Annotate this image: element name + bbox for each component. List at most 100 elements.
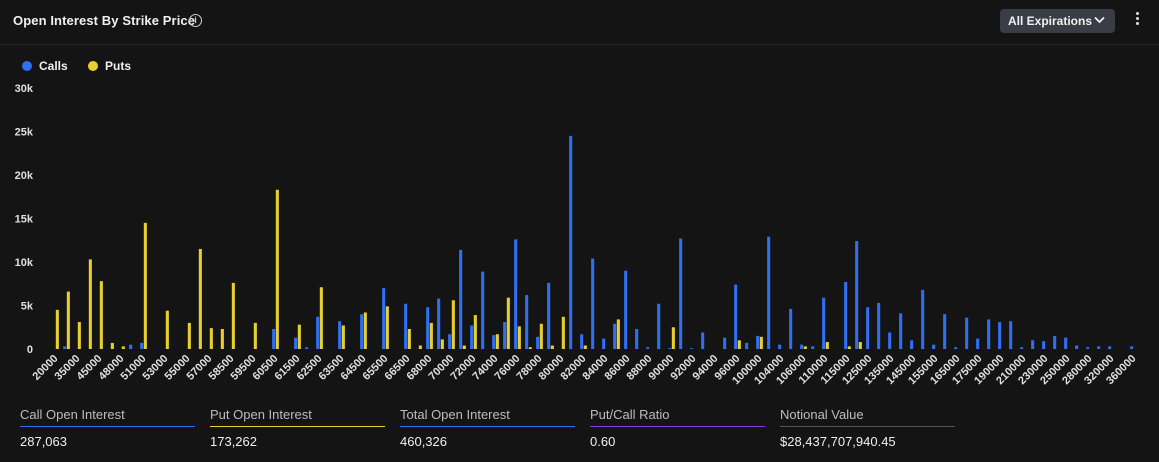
calls-bar xyxy=(547,282,551,349)
panel-title: Open Interest By Strike Price xyxy=(13,13,196,28)
calls-bar xyxy=(404,303,408,349)
y-tick-label: 10k xyxy=(15,257,34,269)
expiration-filter-button[interactable]: All Expirations xyxy=(1000,9,1115,33)
calls-bar xyxy=(1020,347,1024,349)
calls-bar xyxy=(701,332,705,349)
calls-bar xyxy=(976,338,980,349)
puts-bar xyxy=(825,342,829,349)
puts-bar xyxy=(231,282,235,349)
calls-bar xyxy=(580,334,584,349)
calls-bar xyxy=(305,347,309,349)
puts-bar xyxy=(121,346,125,349)
puts-bar xyxy=(671,327,675,349)
calls-bar xyxy=(789,308,793,349)
calls-bar xyxy=(723,337,727,349)
stat-put-call-ratio: Put/Call Ratio 0.60 xyxy=(590,407,765,449)
calls-bar xyxy=(1130,346,1134,349)
calls-bar xyxy=(668,348,672,349)
open-interest-chart: 05k10k15k20k25k30k2000035000450004800051… xyxy=(15,83,1139,387)
puts-bar xyxy=(506,297,510,349)
calls-bar xyxy=(635,328,639,349)
calls-bar xyxy=(1097,346,1101,349)
y-tick-label: 0 xyxy=(27,344,33,356)
puts-bar xyxy=(803,346,807,349)
stat-value: $28,437,707,940.45 xyxy=(780,434,896,449)
stat-label: Call Open Interest xyxy=(20,407,125,422)
calls-bar xyxy=(1064,337,1068,349)
puts-bar xyxy=(616,319,620,349)
calls-bar xyxy=(866,307,870,349)
calls-bar xyxy=(360,314,364,349)
calls-bar xyxy=(624,270,628,349)
puts-bar xyxy=(847,346,851,349)
stat-value: 287,063 xyxy=(20,434,67,449)
puts-bar xyxy=(451,300,455,349)
expiration-filter-label: All Expirations xyxy=(1008,14,1093,28)
calls-bar xyxy=(899,313,903,349)
calls-bar xyxy=(987,319,991,349)
calls-bar xyxy=(602,338,606,349)
calls-bar xyxy=(503,322,507,349)
calls-bar xyxy=(426,307,430,349)
stat-total-open-interest: Total Open Interest 460,326 xyxy=(400,407,575,449)
stat-underline xyxy=(400,426,575,427)
calls-bar xyxy=(1108,346,1112,349)
calls-bar xyxy=(514,239,518,349)
puts-bar xyxy=(440,339,444,349)
puts-bar xyxy=(517,326,521,349)
calls-bar xyxy=(294,337,298,349)
y-tick-label: 30k xyxy=(15,83,34,95)
calls-bar xyxy=(778,344,782,349)
stat-label: Notional Value xyxy=(780,407,864,422)
legend-swatch-calls xyxy=(22,61,32,71)
stat-value: 173,262 xyxy=(210,434,257,449)
chevron-down-icon xyxy=(1094,16,1105,24)
calls-bar xyxy=(910,340,914,349)
calls-bar xyxy=(1075,345,1079,349)
puts-bar xyxy=(143,222,147,349)
calls-bar xyxy=(481,271,485,349)
calls-bar xyxy=(470,325,474,349)
calls-bar xyxy=(800,344,804,349)
puts-bar xyxy=(165,310,169,349)
calls-bar xyxy=(756,335,760,349)
stat-label: Total Open Interest xyxy=(400,407,510,422)
summary-stats: Call Open Interest 287,063 Put Open Inte… xyxy=(0,400,1159,462)
calls-bar xyxy=(591,258,595,349)
puts-bar xyxy=(550,345,554,349)
y-tick-label: 5k xyxy=(21,301,34,313)
calls-bar xyxy=(657,303,661,349)
calls-bar xyxy=(734,284,738,349)
puts-bar xyxy=(319,287,323,349)
puts-bar xyxy=(473,315,477,349)
legend-label-puts: Puts xyxy=(105,59,132,73)
calls-bar xyxy=(1009,321,1013,349)
puts-bar xyxy=(385,306,389,349)
y-tick-label: 25k xyxy=(15,127,34,139)
puts-bar xyxy=(88,259,92,349)
more-vertical-icon[interactable] xyxy=(1133,12,1141,30)
calls-bar xyxy=(855,241,859,349)
calls-bar xyxy=(1086,347,1090,349)
puts-bar xyxy=(737,340,741,349)
calls-bar xyxy=(437,298,441,349)
calls-bar xyxy=(338,321,342,349)
calls-bar xyxy=(1053,335,1057,349)
stat-call-open-interest: Call Open Interest 287,063 xyxy=(20,407,195,449)
puts-bar xyxy=(209,328,213,349)
calls-bar xyxy=(316,316,320,349)
puts-bar xyxy=(297,324,301,349)
stat-notional-value: Notional Value $28,437,707,940.45 xyxy=(780,407,955,449)
puts-bar xyxy=(253,322,257,349)
puts-bar xyxy=(462,345,466,349)
calls-bar xyxy=(811,346,815,349)
calls-bar xyxy=(998,322,1002,349)
stat-put-open-interest: Put Open Interest 173,262 xyxy=(210,407,385,449)
calls-bar xyxy=(140,342,144,349)
puts-bar xyxy=(66,291,70,349)
info-icon[interactable]: i xyxy=(189,14,202,27)
calls-bar xyxy=(448,334,452,349)
puts-bar xyxy=(110,342,114,349)
calls-bar xyxy=(129,344,133,349)
